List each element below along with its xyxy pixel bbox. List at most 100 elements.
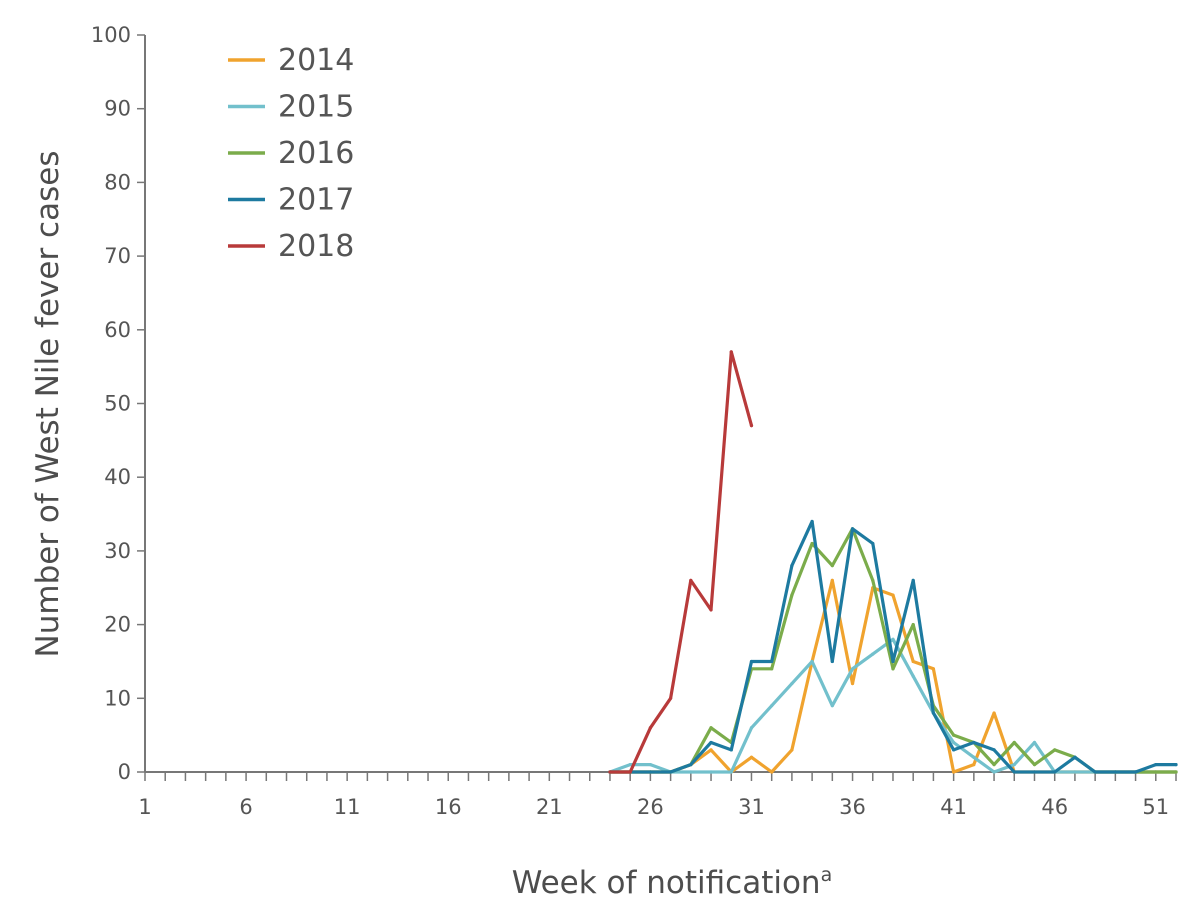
data-point-2014	[830, 578, 834, 582]
x-tick-label: 11	[334, 795, 361, 819]
data-point-2015	[952, 740, 956, 745]
x-axis-title-text: Week of notification	[512, 865, 821, 901]
legend-label: 2018	[278, 229, 354, 264]
y-tick-label: 20	[104, 613, 131, 637]
x-tick-label: 6	[239, 795, 252, 819]
series-2016	[608, 527, 1178, 774]
data-point-2016	[871, 578, 875, 582]
data-point-2017	[648, 770, 652, 774]
data-point-2017	[1154, 763, 1158, 767]
data-point-2018	[729, 350, 733, 354]
data-point-2017	[871, 541, 875, 546]
legend-label: 2017	[278, 183, 354, 218]
data-point-2018	[669, 696, 673, 700]
data-point-2017	[1012, 770, 1016, 774]
legend-label: 2016	[278, 136, 354, 171]
data-point-2015	[648, 763, 652, 767]
legend: 2014 2015 2016 2017 2018	[228, 43, 354, 264]
x-tick-label: 46	[1041, 795, 1068, 819]
y-tick-label: 0	[118, 760, 131, 784]
data-point-2017	[931, 711, 936, 715]
data-point-2015	[891, 637, 895, 641]
data-point-2015	[1073, 770, 1077, 774]
y-axis-title: Number of West Nile fever cases	[30, 151, 66, 658]
data-point-2015	[972, 755, 976, 759]
y-axis: 0 10 20 30 40 50 60 70 80 90 100	[91, 23, 146, 784]
y-tick-label: 100	[91, 23, 131, 47]
data-point-2017	[1073, 755, 1077, 759]
data-point-2017	[689, 763, 693, 767]
data-point-2017	[992, 748, 996, 752]
data-point-2015	[871, 652, 875, 656]
data-point-2017	[1174, 763, 1178, 767]
data-point-2015	[709, 770, 713, 774]
x-tick-label: 26	[637, 795, 664, 819]
data-point-2014	[709, 748, 713, 752]
series-line-2016	[608, 527, 1178, 774]
data-point-2015	[1012, 763, 1016, 767]
series-2014	[608, 578, 1178, 774]
series-line-2014	[608, 578, 1178, 774]
x-axis-title: Week of notificationa	[512, 864, 833, 901]
data-point-2014	[790, 748, 794, 752]
y-tick-label: 70	[104, 244, 131, 268]
data-point-2016	[1154, 770, 1158, 774]
legend-item-2015: 2015	[228, 90, 354, 125]
data-point-2017	[1093, 770, 1097, 774]
data-point-2017	[709, 740, 713, 745]
data-point-2015	[628, 763, 632, 767]
x-tick-label: 36	[839, 795, 866, 819]
data-point-2014	[972, 763, 976, 767]
series-layer	[608, 350, 1178, 774]
y-tick-label: 10	[104, 686, 131, 710]
data-point-2018	[628, 770, 632, 774]
data-point-2014	[770, 770, 774, 774]
series-line-2017	[608, 519, 1178, 774]
data-point-2017	[1032, 770, 1037, 774]
data-point-2017	[952, 748, 956, 752]
x-tick-label: 1	[138, 795, 151, 819]
series-2017	[608, 519, 1178, 774]
data-point-2017	[830, 659, 834, 664]
data-point-2015	[689, 770, 693, 774]
data-point-2017	[1113, 770, 1117, 774]
data-point-2017	[749, 659, 754, 664]
x-tick-label: 16	[435, 795, 462, 819]
data-point-2018	[648, 726, 652, 730]
legend-item-2016: 2016	[228, 136, 354, 171]
data-point-2017	[972, 740, 976, 745]
data-point-2015	[992, 770, 996, 774]
y-tick-label: 50	[104, 392, 131, 416]
data-point-2016	[709, 726, 713, 730]
data-point-2015	[1032, 740, 1037, 745]
data-point-2017	[770, 659, 774, 664]
data-point-2017	[790, 564, 794, 568]
data-point-2016	[911, 623, 915, 627]
x-axis: 1 6 11 16 21 26 31 36 41 46 51	[138, 771, 1177, 819]
data-point-2017	[669, 770, 673, 774]
legend-item-2017: 2017	[228, 183, 354, 218]
series-line-2018	[608, 350, 754, 774]
y-tick-label: 60	[104, 318, 131, 342]
data-point-2015	[790, 681, 794, 686]
legend-item-2018: 2018	[228, 229, 354, 264]
data-point-2018	[749, 424, 754, 428]
legend-label: 2014	[278, 43, 354, 78]
data-point-2015	[770, 704, 774, 708]
y-tick-label: 80	[104, 170, 131, 194]
data-point-2015	[810, 659, 814, 664]
y-tick-label: 90	[104, 97, 131, 121]
data-point-2017	[729, 748, 733, 752]
data-point-2014	[992, 711, 996, 715]
x-axis-title-superscript: a	[821, 864, 833, 886]
data-point-2018	[608, 770, 612, 774]
data-point-2016	[770, 667, 774, 671]
data-point-2017	[810, 519, 814, 524]
legend-item-2014: 2014	[228, 43, 354, 78]
data-point-2017	[1133, 770, 1138, 774]
data-point-2016	[891, 667, 895, 671]
x-tick-label: 31	[738, 795, 765, 819]
data-point-2016	[790, 593, 794, 597]
data-point-2014	[749, 755, 754, 759]
